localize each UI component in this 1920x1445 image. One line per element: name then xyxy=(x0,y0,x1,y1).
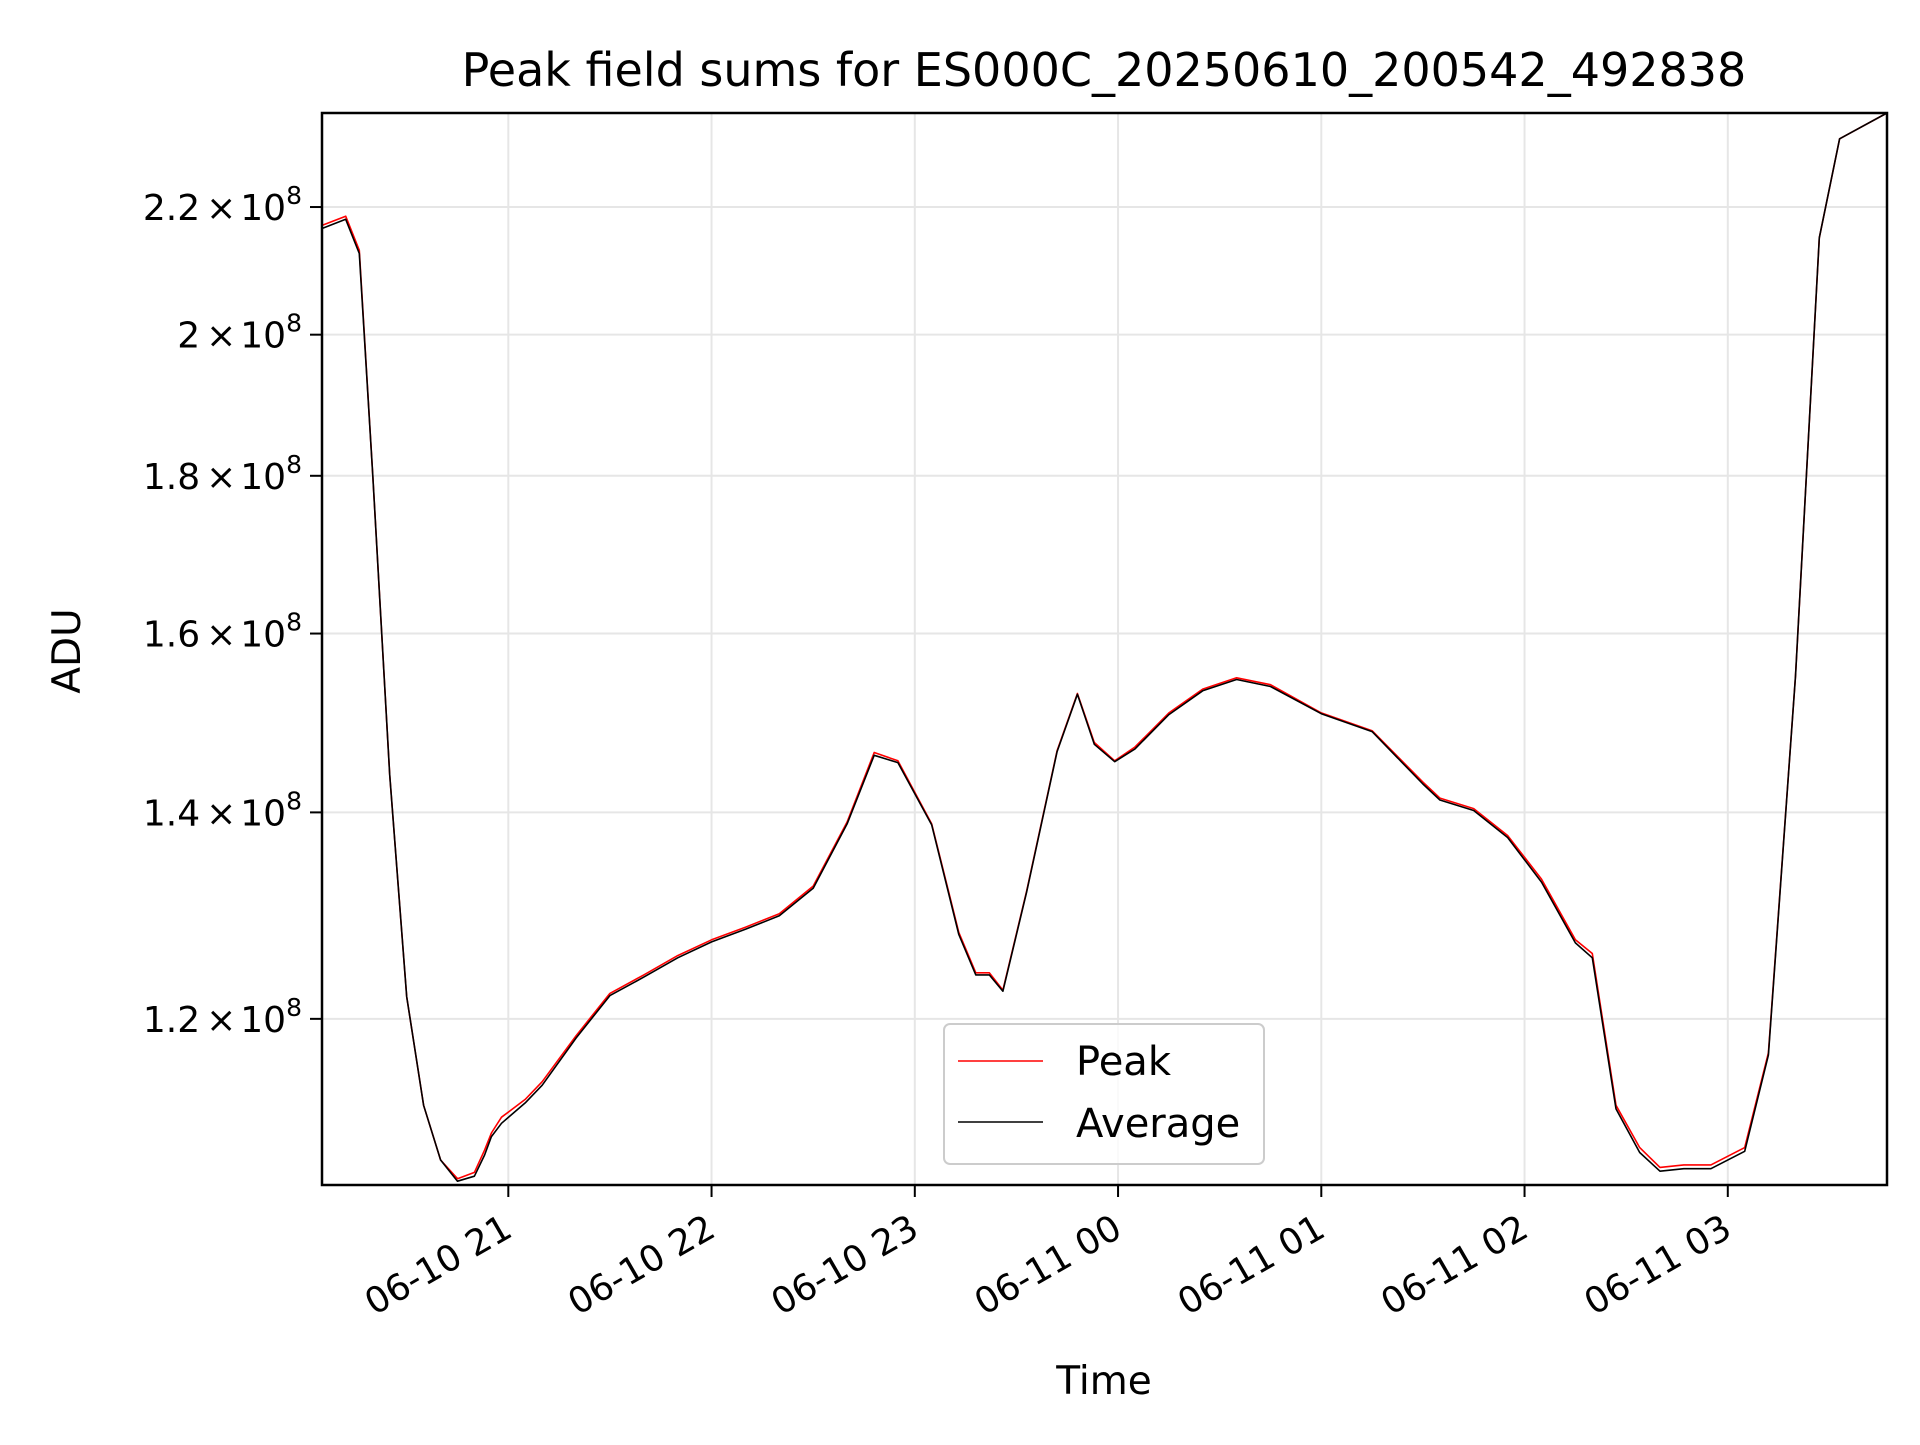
y-axis-label: ADU xyxy=(45,608,90,693)
y-tick-base: 10 xyxy=(240,457,286,498)
y-tick-times: × xyxy=(206,793,236,834)
y-tick-exponent: 8 xyxy=(286,309,302,338)
y-tick-label: 1.2 × 108 xyxy=(143,993,302,1041)
y-tick-base: 10 xyxy=(240,188,286,229)
y-tick-base: 10 xyxy=(240,615,286,656)
y-tick-times: × xyxy=(206,188,236,229)
series-line-average xyxy=(321,112,1888,1182)
y-tick-exponent: 8 xyxy=(286,786,302,815)
y-tick-label: 2.2 × 108 xyxy=(143,181,302,229)
y-tick-label: 1.4 × 108 xyxy=(143,786,302,834)
y-tick-exponent: 8 xyxy=(286,993,302,1022)
y-tick-times: × xyxy=(206,316,236,357)
plot-frame xyxy=(320,111,1889,1187)
y-tick-exponent: 8 xyxy=(286,608,302,637)
y-tick-mantissa: 1.6 xyxy=(143,615,200,656)
y-tick-base: 10 xyxy=(240,793,286,834)
y-tick-mantissa: 1.8 xyxy=(143,457,200,498)
grid-lines xyxy=(322,113,1887,1185)
series-lines xyxy=(321,112,1888,1182)
legend-label-peak: Peak xyxy=(1076,1039,1172,1085)
y-tick-label: 1.8 × 108 xyxy=(143,450,302,498)
y-tick-mantissa: 1.2 xyxy=(143,1000,200,1041)
y-tick-mantissa: 2.2 xyxy=(143,188,200,229)
y-tick-label: 1.6 × 108 xyxy=(143,608,302,656)
y-tick-times: × xyxy=(206,1000,236,1041)
legend-label-average: Average xyxy=(1076,1101,1240,1147)
y-tick-exponent: 8 xyxy=(286,181,302,210)
y-tick-base: 10 xyxy=(240,1000,286,1041)
y-tick-label: 2 × 108 xyxy=(177,309,302,357)
legend: Peak Average xyxy=(943,1023,1265,1165)
x-axis-label: Time xyxy=(1055,1359,1151,1404)
y-tick-times: × xyxy=(206,615,236,656)
y-tick-base: 10 xyxy=(240,316,286,357)
y-tick-mantissa: 2 xyxy=(177,316,200,357)
y-tick-mantissa: 1.4 xyxy=(143,793,200,834)
chart-title: Peak field sums for ES000C_20250610_2005… xyxy=(462,43,1747,97)
legend-box xyxy=(943,1023,1265,1165)
y-tick-times: × xyxy=(206,457,236,498)
y-tick-exponent: 8 xyxy=(286,450,302,479)
